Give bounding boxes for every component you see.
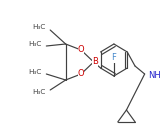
Text: O: O <box>78 45 84 55</box>
Text: O: O <box>78 70 84 78</box>
Text: H₃C: H₃C <box>28 69 42 75</box>
Text: F: F <box>111 53 116 63</box>
Text: H₃C: H₃C <box>32 24 45 30</box>
Text: H₃C: H₃C <box>32 89 45 95</box>
Text: NH: NH <box>148 72 161 80</box>
Text: B: B <box>92 57 97 66</box>
Text: H₃C: H₃C <box>28 41 42 47</box>
